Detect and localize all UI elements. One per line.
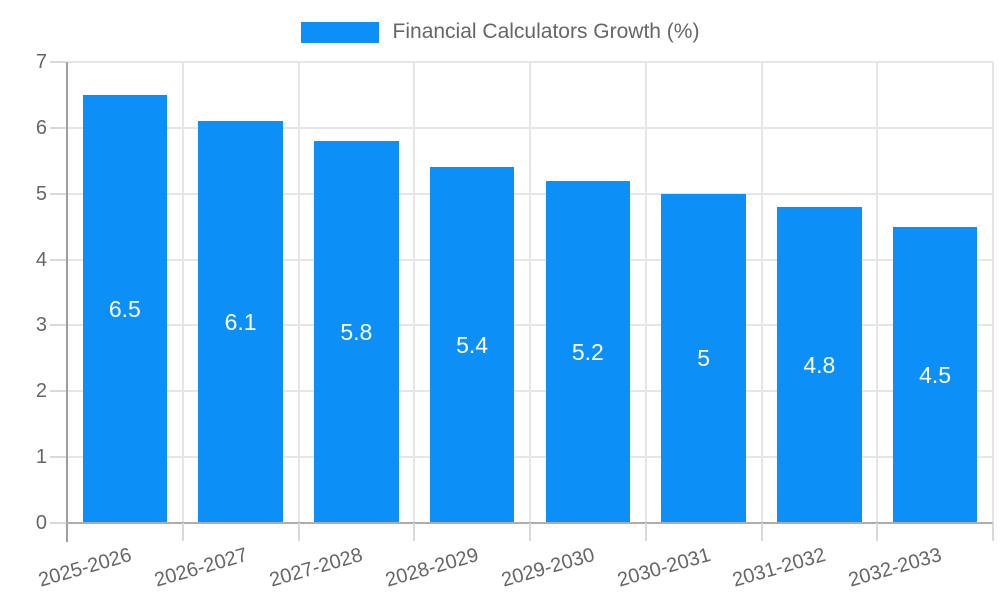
y-tick-label: 1 — [35, 446, 47, 469]
gridline-vertical — [876, 62, 879, 523]
legend-swatch — [300, 21, 379, 43]
gridline-vertical — [529, 62, 531, 523]
y-tick-label: 2 — [35, 380, 47, 403]
gridline-horizontal — [67, 61, 993, 63]
x-tick-mark — [876, 523, 879, 541]
y-tick-mark — [50, 522, 66, 524]
x-tick-mark — [413, 523, 416, 541]
bar[interactable] — [545, 180, 631, 523]
y-tick-label: 6 — [35, 116, 47, 139]
gridline-vertical — [297, 62, 300, 523]
gridline-vertical — [644, 62, 647, 523]
gridline-vertical — [413, 62, 416, 523]
x-tick-label: 2026-2027 — [151, 544, 250, 592]
x-tick-label: 2032-2033 — [846, 544, 945, 592]
x-tick-mark — [644, 523, 647, 541]
y-tick-mark — [50, 192, 66, 195]
bar[interactable] — [661, 193, 746, 523]
x-tick-mark — [760, 523, 763, 541]
y-tick-mark — [50, 390, 66, 393]
x-tick-label: 2030-2031 — [614, 544, 713, 592]
y-tick-mark — [50, 61, 66, 63]
bar[interactable] — [777, 206, 862, 523]
bar[interactable] — [429, 167, 515, 523]
legend[interactable]: Financial Calculators Growth (%) — [0, 20, 1000, 44]
x-tick-label: 2029-2030 — [498, 544, 597, 592]
y-tick-label: 4 — [35, 248, 47, 271]
x-tick-mark — [297, 523, 300, 541]
bar[interactable] — [314, 141, 399, 523]
y-tick-label: 7 — [35, 51, 47, 73]
y-tick-mark — [50, 324, 66, 327]
y-tick-label: 5 — [35, 182, 47, 205]
x-tick-label: 2031-2032 — [730, 544, 829, 592]
y-tick-mark — [50, 258, 66, 261]
bar[interactable] — [82, 94, 168, 523]
y-tick-label: 3 — [35, 314, 47, 337]
x-tick-mark — [992, 523, 994, 541]
x-tick-label: 2025-2026 — [35, 544, 134, 592]
bar[interactable] — [198, 121, 283, 523]
y-tick-mark — [50, 456, 66, 459]
y-tick-label: 0 — [35, 512, 47, 534]
legend-label: Financial Calculators Growth (%) — [392, 20, 700, 43]
x-tick-mark — [529, 523, 531, 541]
y-tick-mark — [50, 126, 66, 129]
gridline-vertical — [992, 62, 994, 523]
y-axis-line — [66, 62, 68, 542]
gridline-vertical — [181, 62, 184, 523]
x-tick-label: 2028-2029 — [383, 544, 482, 592]
bar[interactable] — [892, 226, 978, 523]
x-tick-label: 2027-2028 — [267, 544, 366, 592]
gridline-vertical — [760, 62, 763, 523]
x-tick-mark — [181, 523, 184, 541]
